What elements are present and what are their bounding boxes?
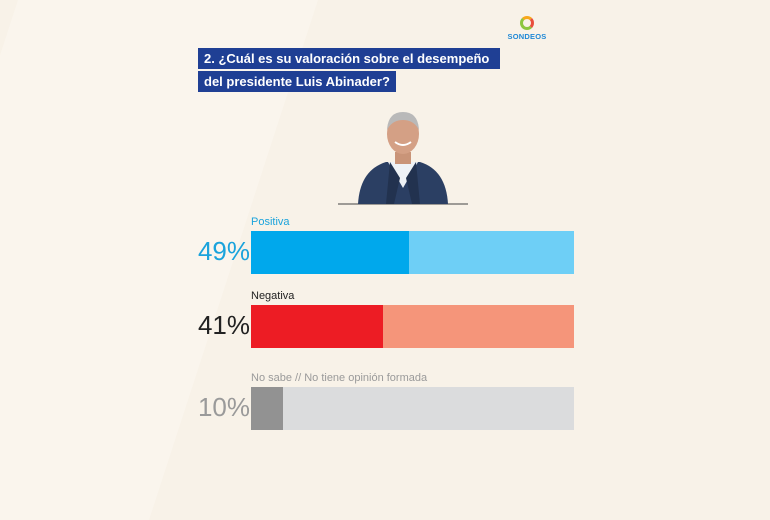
bar-category-label: Positiva [251, 216, 290, 228]
bar-category-label: No sabe // No tiene opinión formada [251, 372, 428, 384]
bar-value-label: 41% [197, 310, 250, 340]
bar [251, 387, 284, 430]
sondeos-logo: SONDEOS [503, 16, 551, 46]
logo-ring-icon [520, 16, 534, 30]
bar-track [251, 305, 574, 348]
bar-track [251, 387, 574, 430]
bar-row: No sabe // No tiene opinión formada 10% [196, 372, 576, 442]
president-photo [338, 112, 468, 205]
bar-value-label: 49% [197, 236, 250, 266]
bar-category-label: Negativa [251, 290, 295, 302]
bar-track [251, 231, 574, 274]
question-line-1: 2. ¿Cuál es su valoración sobre el desem… [198, 48, 500, 69]
bar [251, 305, 384, 348]
question-line-2: del presidente Luis Abinader? [198, 71, 396, 92]
bar-row: Positiva 49% [196, 216, 576, 286]
bar [251, 231, 410, 274]
logo-text: SONDEOS [507, 32, 547, 41]
bar-row: Negativa 41% [196, 290, 576, 360]
bar-value-label: 10% [197, 392, 250, 422]
